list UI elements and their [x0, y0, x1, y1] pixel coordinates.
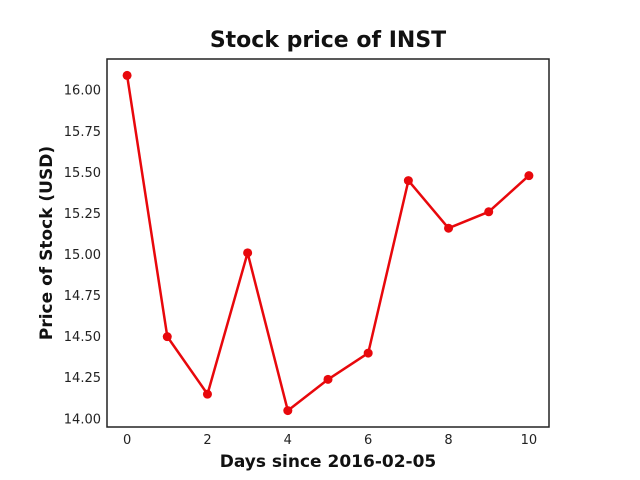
data-point — [403, 176, 413, 186]
x-tick-label: 4 — [284, 433, 292, 448]
data-point — [323, 374, 333, 384]
x-tick-label: 0 — [123, 433, 131, 448]
data-point — [363, 348, 373, 358]
x-axis-ticks: 0 2 4 6 8 10 — [123, 433, 537, 448]
x-tick-label: 10 — [521, 433, 538, 448]
data-point — [524, 171, 534, 181]
y-axis-label: Price of Stock (USD) — [37, 146, 57, 340]
data-point — [283, 406, 293, 416]
y-tick-label: 15.50 — [64, 166, 101, 181]
data-point — [484, 207, 494, 217]
y-tick-label: 14.75 — [64, 289, 101, 304]
plot-area-frame — [106, 58, 550, 428]
y-axis-ticks: 14.00 14.25 14.50 14.75 15.00 15.25 15.50 15.75… — [64, 84, 101, 428]
y-tick-label: 15.25 — [64, 207, 101, 222]
y-tick-label: 14.00 — [64, 412, 101, 427]
x-tick-label: 6 — [364, 433, 372, 448]
data-point — [122, 70, 132, 80]
data-point — [243, 248, 253, 258]
y-tick-label: 15.00 — [64, 248, 101, 263]
x-tick-label: 8 — [444, 433, 452, 448]
x-tick-label: 2 — [203, 433, 211, 448]
series-layer — [122, 70, 534, 416]
data-point — [444, 223, 454, 233]
y-tick-label: 15.75 — [64, 125, 101, 140]
data-point — [162, 332, 172, 342]
y-tick-label: 14.25 — [64, 371, 101, 386]
y-tick-label: 16.00 — [64, 84, 101, 99]
data-point — [202, 389, 212, 399]
chart-title: Stock price of INST — [210, 28, 446, 53]
y-tick-label: 14.50 — [64, 330, 101, 345]
x-axis-label: Days since 2016-02-05 — [220, 452, 437, 472]
series-line — [125, 75, 530, 412]
